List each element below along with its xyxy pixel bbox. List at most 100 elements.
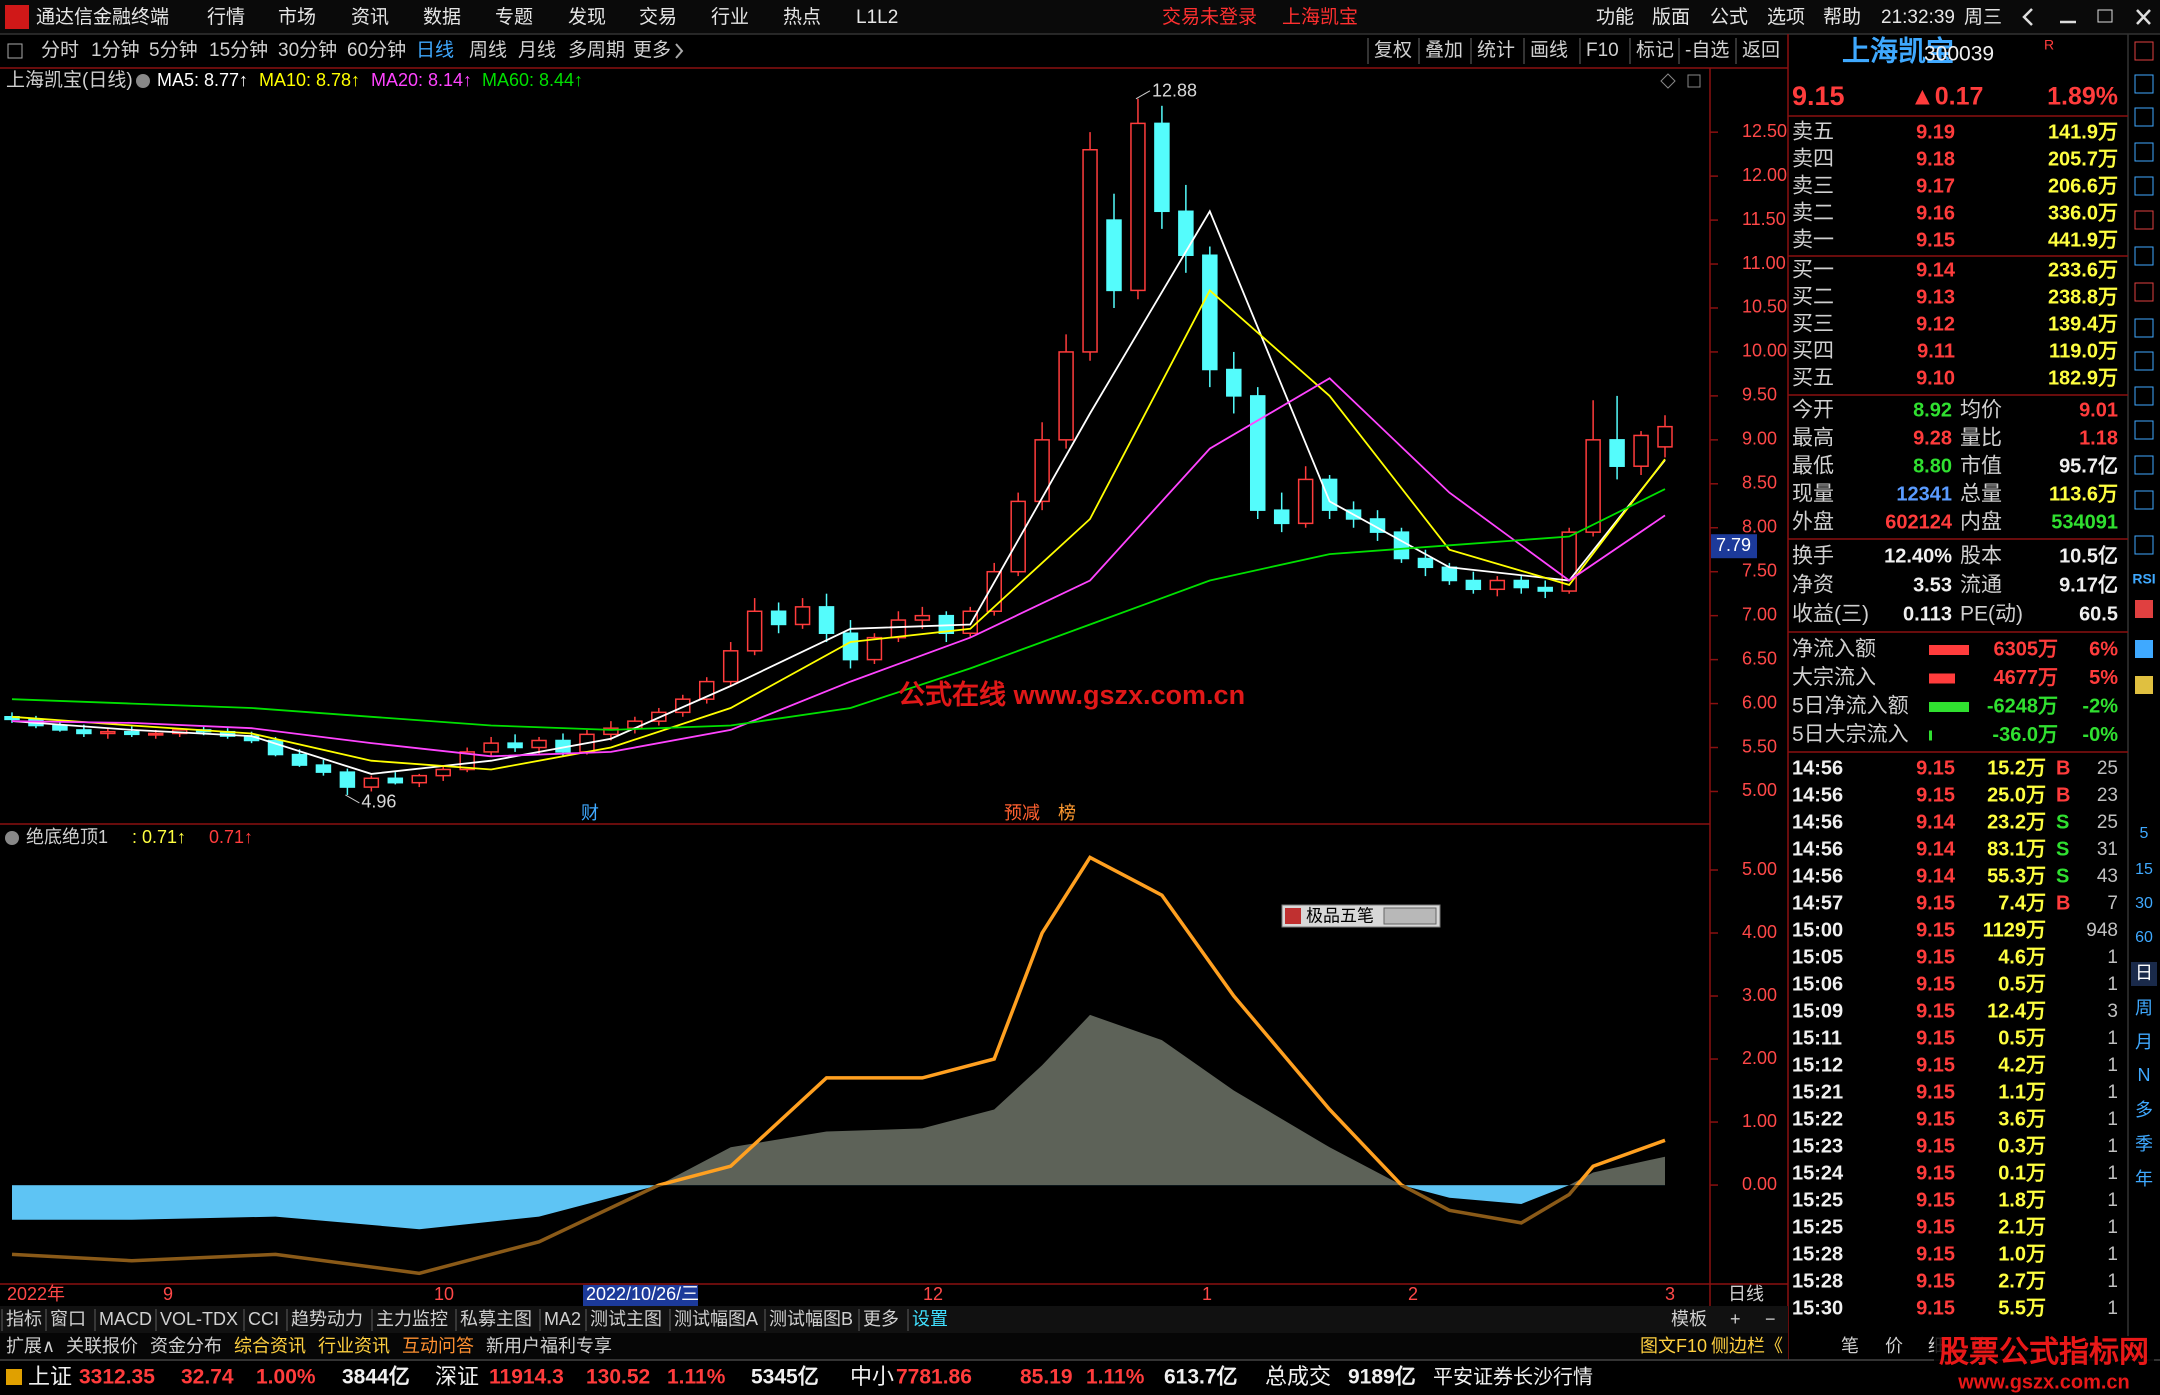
tool-menu[interactable]: 功能 (1596, 6, 1634, 28)
tool-menu[interactable]: 选项 (1767, 6, 1805, 28)
flow-bar (1929, 730, 1932, 741)
book-volume: 233.6万 (2048, 259, 2118, 281)
period-tab[interactable]: 30分钟 (278, 39, 337, 61)
event-marker[interactable]: 榜 (1058, 803, 1076, 823)
menu-item[interactable]: L1L2 (856, 7, 898, 28)
tab-control[interactable]: − (1765, 1309, 1776, 1329)
side-period[interactable]: 15 (2135, 861, 2153, 878)
side-label[interactable]: RSI (2132, 571, 2155, 587)
action-button[interactable]: 标记 (1636, 39, 1674, 61)
period-tab[interactable]: 更多 (633, 39, 671, 61)
period-tab[interactable]: 分时 (41, 39, 79, 61)
period-tab[interactable]: 月线 (518, 39, 556, 61)
tab[interactable]: 窗口 (50, 1309, 86, 1329)
tab[interactable]: 测试主图 (590, 1309, 662, 1329)
action-button[interactable]: 叠加 (1425, 39, 1463, 61)
side-period[interactable]: 60 (2135, 929, 2153, 946)
moving-average (11, 209, 1666, 775)
side-period[interactable]: 30 (2135, 895, 2153, 912)
menu-item[interactable]: 数据 (423, 6, 461, 28)
candle-body (1561, 531, 1577, 592)
tab[interactable]: MA2 (544, 1309, 581, 1329)
close-button[interactable] (2136, 9, 2151, 25)
side-icon (2134, 420, 2154, 440)
period-tab[interactable]: 1分钟 (91, 39, 140, 61)
index-amount: 3844亿 (342, 1365, 410, 1389)
side-period[interactable]: 5 (2140, 825, 2149, 842)
period-tab[interactable]: 5分钟 (149, 39, 198, 61)
menu-item[interactable]: 热点 (783, 6, 821, 28)
trade-volume: 1129万 (1983, 919, 2046, 941)
action-button[interactable]: 统计 (1477, 39, 1515, 61)
action-button[interactable]: F10 (1586, 40, 1619, 61)
menu-item[interactable]: 发现 (568, 6, 606, 28)
period-tab[interactable]: 周线 (469, 39, 507, 61)
dropdown-icon[interactable] (136, 74, 150, 88)
candle-body (363, 777, 380, 788)
period-tab[interactable]: 15分钟 (209, 39, 268, 61)
side-cycle[interactable]: 日 (2135, 963, 2153, 983)
tool-menu[interactable]: 公式 (1710, 6, 1748, 28)
tab[interactable]: 综合资讯 (234, 1336, 306, 1356)
book-price: 9.17 (1916, 175, 1955, 197)
action-button[interactable]: -自选 (1685, 39, 1729, 61)
menu-item[interactable]: 资讯 (351, 6, 389, 28)
candle-body (746, 610, 763, 652)
panel-tab[interactable]: 笔 (1841, 1336, 1859, 1356)
tab-control[interactable]: + (1730, 1309, 1741, 1329)
tab[interactable]: 设置 (912, 1309, 948, 1329)
candle-body (315, 764, 332, 773)
stat-value: 0.113 (1903, 603, 1952, 625)
y-tick-label: 8.50 (1742, 473, 1777, 493)
tab[interactable]: 主力监控 (376, 1309, 448, 1329)
tool-menu[interactable]: 帮助 (1823, 6, 1861, 28)
side-cycle[interactable]: 周 (2135, 998, 2153, 1018)
tab[interactable]: 趋势动力 (291, 1309, 363, 1329)
trade-side: S (2056, 811, 2069, 833)
tab[interactable]: 关联报价 (66, 1336, 138, 1356)
tab[interactable]: 新用户福利专享 (486, 1336, 612, 1356)
stock-name: 上海凯宝 (1842, 34, 1954, 66)
trade-count: 25 (2097, 812, 2118, 833)
period-tab[interactable]: 多周期 (568, 39, 625, 61)
tab[interactable]: VOL-TDX (160, 1309, 238, 1329)
action-button[interactable]: 复权 (1374, 39, 1412, 61)
menu-item[interactable]: 交易 (639, 6, 677, 28)
event-marker[interactable]: 预减 (1004, 803, 1040, 823)
panel-tab[interactable]: 价 (1885, 1336, 1903, 1356)
tab[interactable]: CCI (248, 1309, 279, 1329)
tab[interactable]: 行业资讯 (318, 1336, 390, 1356)
tab[interactable]: 侧边栏《 (1711, 1336, 1783, 1356)
tab[interactable]: 扩展∧ (6, 1336, 55, 1356)
y-tick-label: 10.00 (1742, 341, 1787, 361)
action-button[interactable]: 画线 (1530, 39, 1568, 61)
menu-item[interactable]: 行情 (207, 6, 245, 28)
side-cycle[interactable]: 年 (2135, 1169, 2153, 1189)
menu-item[interactable]: 市场 (278, 6, 316, 28)
side-cycle[interactable]: N (2138, 1065, 2151, 1085)
tab[interactable]: 测试幅图B (769, 1309, 853, 1329)
trade-price: 9.15 (1916, 1054, 1955, 1076)
tab[interactable]: 互动问答 (402, 1336, 474, 1356)
event-marker[interactable]: 财 (581, 803, 599, 823)
tab-control[interactable]: 模板 (1671, 1309, 1707, 1329)
tab[interactable]: 私募主图 (460, 1309, 532, 1329)
tab[interactable]: 指标 (6, 1309, 42, 1329)
period-tab[interactable]: 60分钟 (347, 39, 406, 61)
tab[interactable]: 更多 (863, 1309, 899, 1329)
tab[interactable]: 测试幅图A (674, 1309, 758, 1329)
tab[interactable]: MACD (99, 1309, 152, 1329)
menu-item[interactable]: 专题 (495, 6, 533, 28)
action-button[interactable]: 返回 (1742, 39, 1780, 61)
tab[interactable]: 图文F10 (1640, 1336, 1707, 1356)
period-tab[interactable]: 日线 (416, 39, 454, 61)
back-button[interactable] (2022, 8, 2033, 26)
dropdown-icon[interactable] (5, 831, 19, 845)
tab[interactable]: 资金分布 (150, 1336, 222, 1356)
menu-item[interactable]: 行业 (711, 6, 749, 28)
candle-body (1154, 122, 1170, 213)
side-cycle[interactable]: 月 (2135, 1032, 2153, 1052)
side-cycle[interactable]: 季 (2135, 1134, 2153, 1154)
tool-menu[interactable]: 版面 (1652, 6, 1690, 28)
side-cycle[interactable]: 多 (2135, 1100, 2153, 1120)
